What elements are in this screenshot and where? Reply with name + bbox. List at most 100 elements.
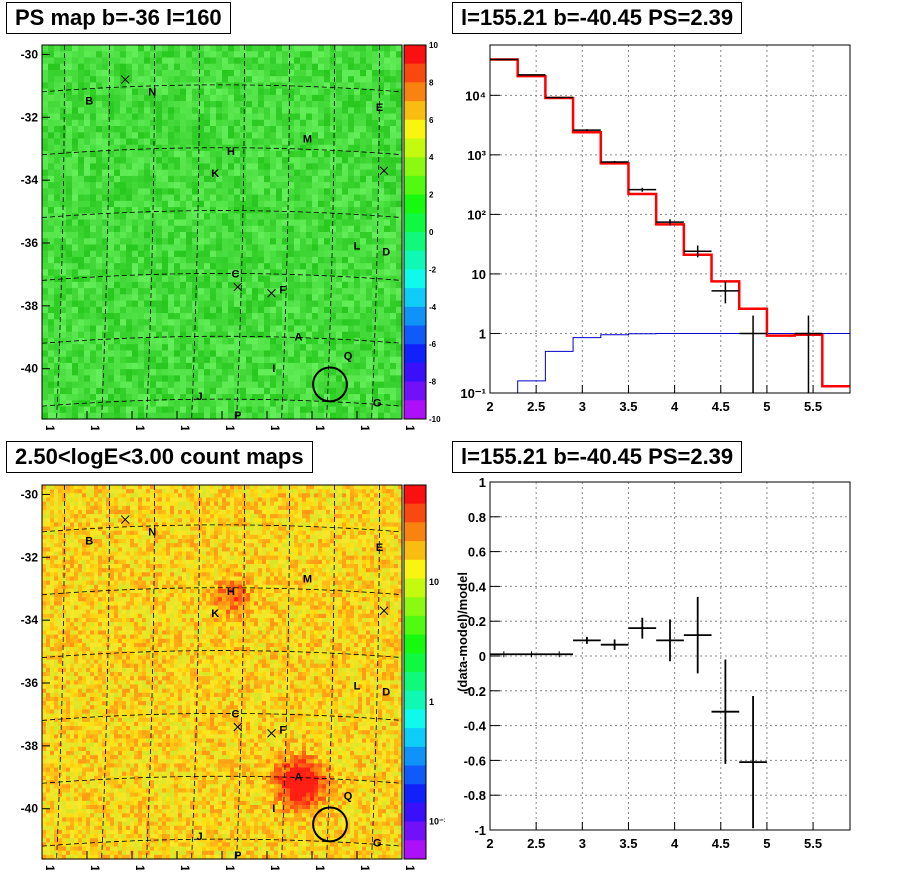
colorbar-cell — [404, 578, 426, 598]
graticule-meridian — [146, 44, 155, 420]
spectrum-panel: 2 2.5 3 3.5 4 4.5 5 5.5 10⁻¹ 1 10 10² 10³ 10⁴ — [460, 44, 851, 414]
y-tick-label: -0.8 — [464, 788, 486, 803]
graticule-meridian — [371, 44, 380, 420]
ps-map-panel: B N E M HK L D C F A Q I J G P 168 166 164 162 160 158 156 15… — [21, 41, 441, 430]
colorbar-tick-label: 0 — [429, 228, 434, 237]
residual-panel: 2 2.5 3 3.5 4 4.5 5 5.5 1 0.8 0.6 0.4 0.2 0 -0.2 -0.4 -0… — [455, 475, 851, 851]
x-tick-label: 168 — [43, 425, 57, 430]
x-tick-label: 152 — [403, 865, 417, 870]
graticule-parallel — [41, 838, 403, 847]
x-tick-label: 3.5 — [619, 399, 637, 414]
source-label: J — [196, 391, 202, 403]
colorbar-cell — [404, 503, 426, 523]
graticule-meridian — [236, 484, 245, 860]
y-tick-label: -0.2 — [464, 684, 486, 699]
count-map-sources: B N E M HK L D C F A Q I J G P — [85, 515, 390, 862]
y-tick-label: 0.2 — [468, 614, 486, 629]
colorbar-cell — [404, 559, 426, 579]
colorbar-tick-label: 2 — [429, 191, 434, 200]
source-label: F — [279, 724, 286, 736]
colorbar-cell — [404, 344, 426, 364]
source-label: I — [272, 803, 275, 815]
source-cross — [233, 282, 243, 292]
graticule-meridian — [236, 44, 245, 420]
colorbar-cell — [404, 672, 426, 692]
x-tick-label: 3 — [579, 399, 586, 414]
y-tick-label: 1 — [479, 475, 486, 490]
x-tick-label: 162 — [178, 425, 192, 430]
ps-map-axes: 168 166 164 162 160 158 156 154 152 -30 -32 -34 -36 -… — [21, 44, 417, 430]
colorbar-cell — [404, 213, 426, 233]
source-label: K — [211, 608, 219, 620]
x-tick-label: 2 — [486, 399, 493, 414]
graticule-parallel — [41, 84, 403, 93]
graticule-parallel — [41, 775, 403, 784]
ps-colorbar: 10 8 6 4 2 0 -2 -4 -6 -8 -10 — [403, 41, 441, 424]
colorbar-tick-label: 10 — [429, 41, 438, 50]
colorbar-tick-label: -10 — [429, 415, 441, 424]
colorbar-cell — [404, 250, 426, 270]
spectrum-title: l=155.21 b=-40.45 PS=2.39 — [452, 2, 743, 34]
count-map-heatmap — [42, 485, 403, 860]
source-label: N — [148, 526, 156, 538]
colorbar-cell — [404, 821, 426, 841]
source-label: P — [234, 850, 241, 862]
colorbar-cell — [404, 597, 426, 617]
source-label: I — [272, 363, 275, 375]
x-tick-label: 164 — [133, 425, 147, 430]
y-tick-label: -40 — [21, 802, 39, 816]
count-map-title: 2.50<logE<3.00 count maps — [6, 441, 313, 473]
x-tick-label: 5 — [763, 399, 770, 414]
graticule-meridian — [191, 484, 200, 860]
graticule-meridian — [371, 484, 380, 860]
source-cross — [120, 515, 130, 524]
graticule-meridian — [281, 484, 290, 860]
x-tick-label: 156 — [313, 865, 327, 870]
colorbar-cell — [404, 765, 426, 785]
colorbar-cell — [404, 306, 426, 326]
source-label: Q — [344, 350, 353, 362]
x-tick-label: 5 — [763, 836, 770, 851]
source-label: L — [354, 680, 361, 692]
ps-map-sources: B N E M HK L D C F A Q I J G P — [85, 75, 390, 422]
source-label: D — [382, 687, 390, 699]
graticule-parallel — [41, 147, 403, 156]
colorbar-cell — [404, 362, 426, 383]
x-tick-label: 152 — [403, 425, 417, 430]
source-label: A — [295, 331, 303, 343]
x-tick-label: 160 — [223, 865, 237, 870]
x-tick-label: 4.5 — [712, 399, 730, 414]
y-tick-label: 10⁴ — [465, 88, 486, 103]
y-tick-label: -0.6 — [464, 753, 486, 768]
colorbar-tick-label: 6 — [429, 116, 434, 125]
colorbar-tick-label: -4 — [429, 303, 437, 312]
y-tick-label: -38 — [21, 739, 39, 753]
x-tick-label: 156 — [313, 425, 327, 430]
roi-circle — [312, 366, 348, 403]
colorbar-cell — [404, 82, 426, 102]
background-histogram — [490, 332, 850, 394]
source-cross — [120, 75, 130, 84]
count-map-grid — [41, 484, 403, 860]
colorbar-cell — [404, 709, 426, 729]
colorbar-cell — [404, 157, 426, 177]
x-tick-label: 162 — [178, 865, 192, 870]
x-tick-label: 160 — [223, 425, 237, 430]
source-label: K — [211, 168, 219, 180]
y-tick-label: -36 — [21, 236, 39, 250]
x-tick-label: 154 — [358, 425, 372, 430]
y-tick-label: 0.4 — [468, 579, 487, 594]
source-label: J — [196, 831, 202, 843]
source-label: C — [232, 709, 240, 721]
count-map-panel: B N E M HK L D C F A Q I J G P 168 166 164 162 160 158 156 15… — [21, 484, 445, 870]
x-tick-label: 154 — [358, 865, 372, 870]
graticule-parallel — [41, 398, 403, 407]
y-tick-label: 1 — [479, 326, 486, 341]
colorbar-cell — [404, 541, 426, 561]
colorbar-tick-label: 4 — [429, 153, 434, 162]
colorbar-cell — [404, 746, 426, 766]
colorbar-cell — [404, 101, 426, 121]
colorbar-cell — [404, 381, 426, 401]
y-tick-label: -0.4 — [464, 719, 487, 734]
x-tick-label: 4 — [671, 836, 679, 851]
